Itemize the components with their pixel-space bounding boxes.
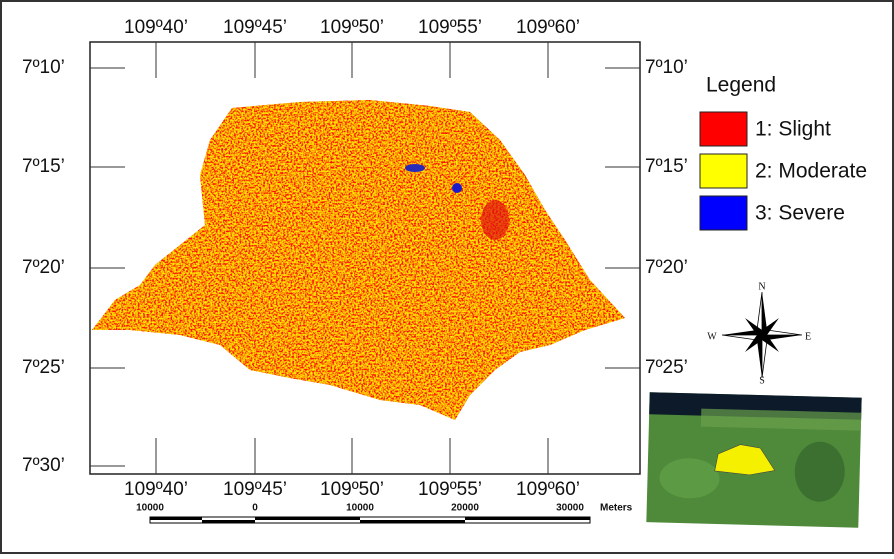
longitude-label: 109º60’ (516, 17, 580, 38)
longitude-label: 109º50’ (320, 17, 384, 38)
latitude-label: 7º15’ (22, 156, 65, 177)
latitude-label: 7º10’ (22, 57, 65, 78)
latitude-label: 7º10’ (645, 57, 688, 78)
scale-unit: Meters (600, 503, 633, 514)
scale-label: 20000 (451, 503, 479, 514)
compass-rose (721, 291, 803, 379)
scale-label: 0 (252, 503, 258, 514)
compass-letter: S (759, 375, 765, 386)
scale-label: 30000 (556, 503, 584, 514)
legend-label: 1: Slight (755, 118, 831, 141)
longitude-label: 109º60’ (516, 479, 580, 500)
legend-label: 3: Severe (755, 202, 845, 225)
legend-swatch (699, 111, 748, 147)
latitude-label: 7º30’ (22, 455, 65, 476)
compass-letter: W (707, 331, 717, 342)
legend-swatch (699, 153, 748, 189)
longitude-label: 109º55’ (418, 479, 482, 500)
scale-bar (149, 516, 591, 524)
longitude-label: 109º45’ (223, 479, 287, 500)
latitude-label: 7º25’ (22, 357, 65, 378)
legend-swatch (699, 195, 748, 231)
scale-label: 10000 (136, 503, 164, 514)
longitude-label: 109º45’ (223, 17, 287, 38)
compass-letter: E (805, 331, 811, 342)
inset-satellite (646, 392, 862, 528)
latitude-label: 7º25’ (645, 357, 688, 378)
latitude-label: 7º20’ (645, 257, 688, 278)
study-area (92, 100, 625, 420)
compass-letter: N (758, 281, 765, 292)
latitude-label: 7º20’ (22, 257, 65, 278)
longitude-label: 109º50’ (320, 479, 384, 500)
legend-title: Legend (706, 74, 776, 97)
legend-label: 2: Moderate (755, 160, 867, 183)
latitude-label: 7º15’ (645, 156, 688, 177)
longitude-label: 109º55’ (418, 17, 482, 38)
longitude-label: 109º40’ (124, 17, 188, 38)
scale-label: 10000 (346, 503, 374, 514)
longitude-label: 109º40’ (124, 479, 188, 500)
